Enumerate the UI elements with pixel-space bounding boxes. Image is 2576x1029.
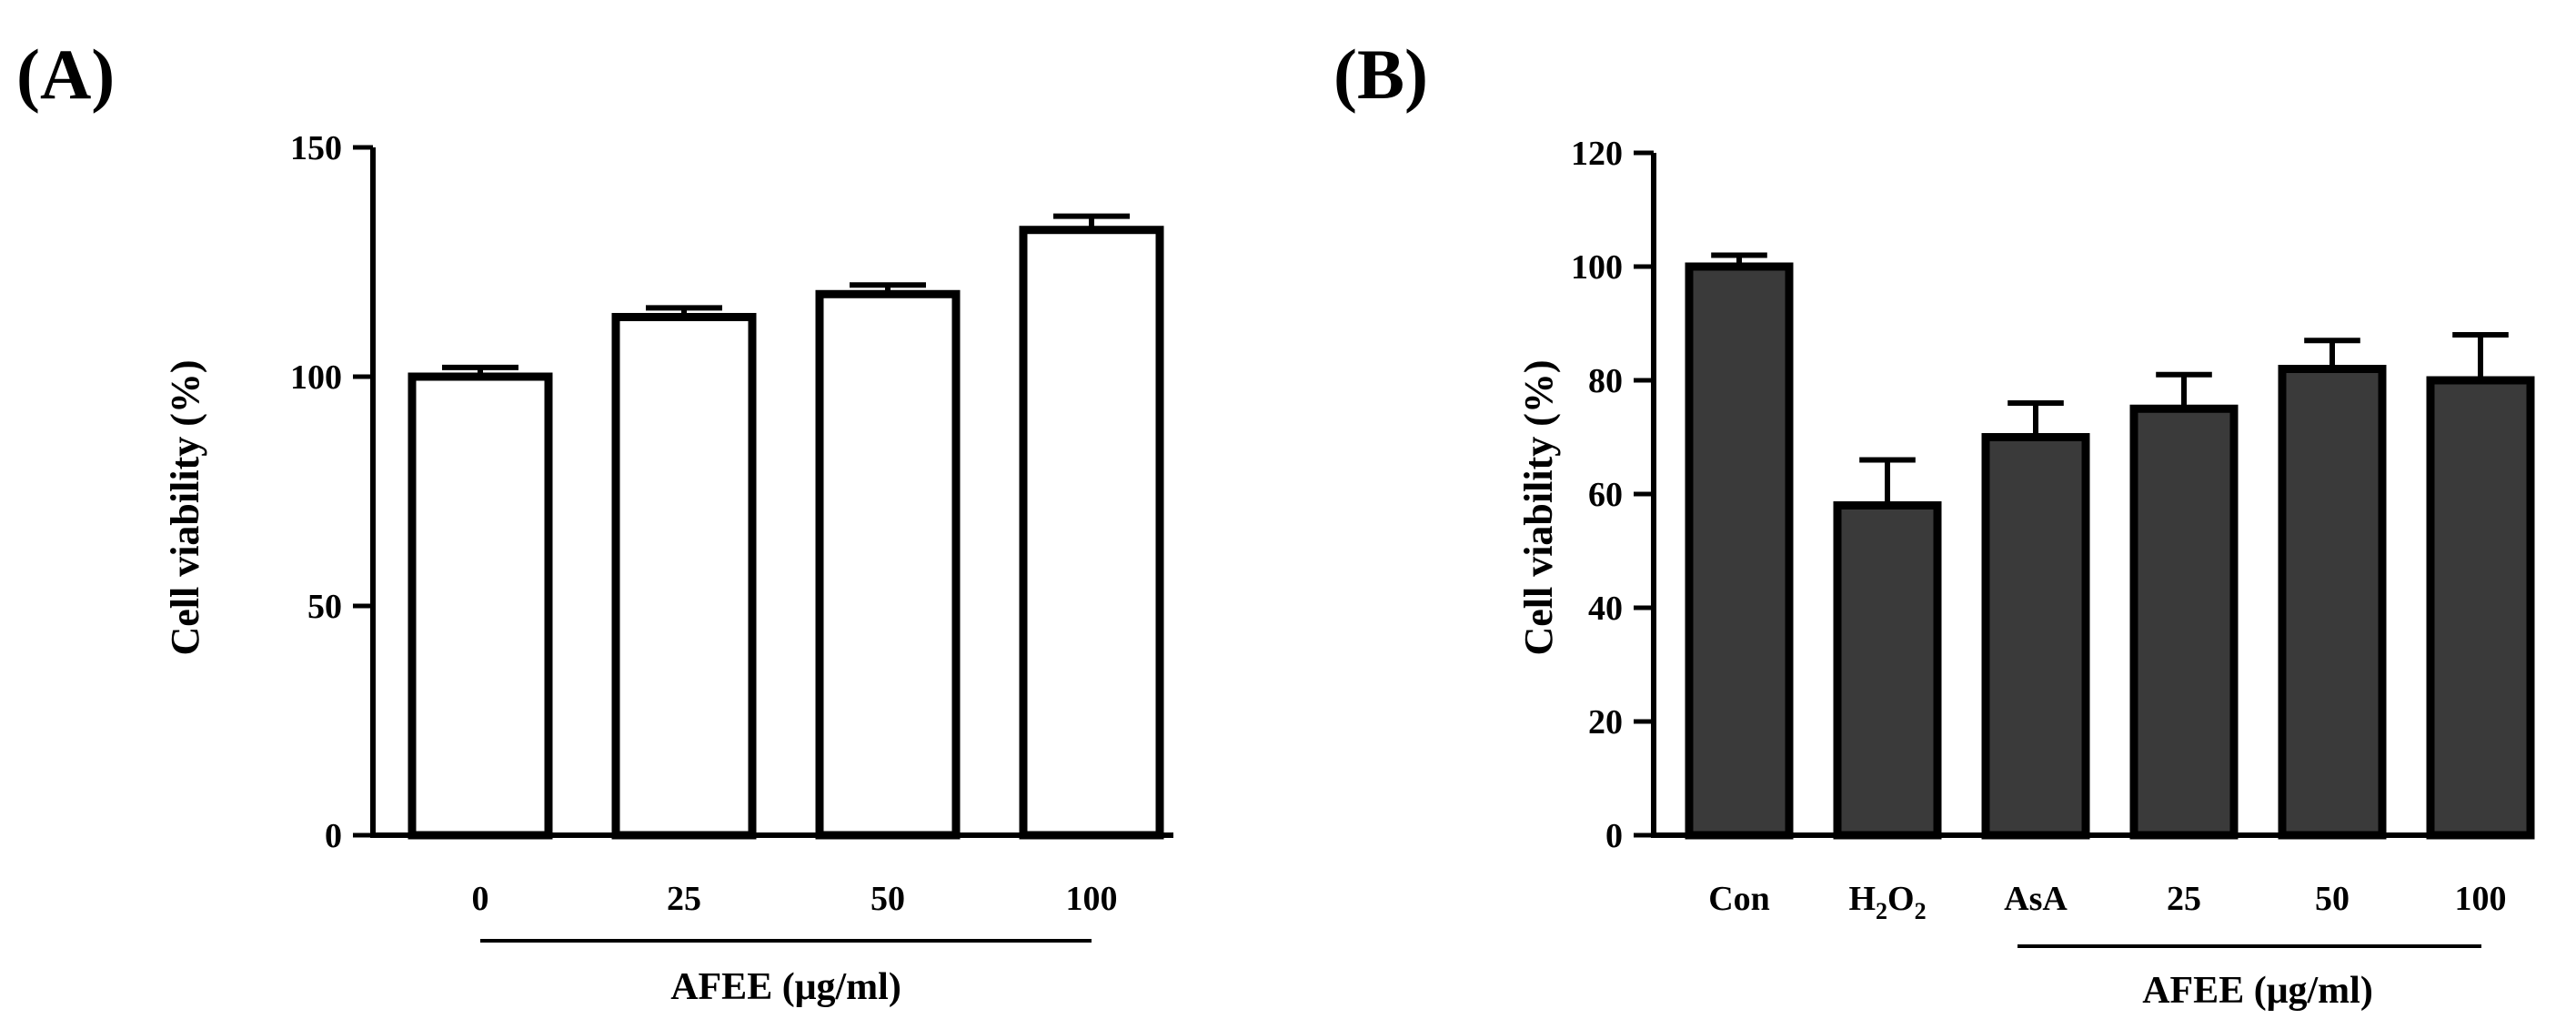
bar <box>2129 404 2239 840</box>
x-tick-label: 100 <box>2455 880 2507 918</box>
y-tick-label: 80 <box>1588 362 1623 400</box>
panel-b-bars <box>1685 252 2535 840</box>
x-tick-label: 100 <box>1066 880 1118 918</box>
x-tick-label: 50 <box>2315 880 2350 918</box>
bar <box>815 289 961 840</box>
bar <box>2278 365 2387 840</box>
y-tick-label: 20 <box>1588 703 1623 741</box>
y-tick-label: 150 <box>290 129 342 167</box>
panel-b-y-axis-title: Cell viability (%) <box>1516 359 1561 655</box>
x-tick-label: 50 <box>870 880 905 918</box>
y-tick-label: 60 <box>1588 476 1623 514</box>
x-tick-label: AsA <box>2004 880 2068 918</box>
bar <box>1981 433 2090 840</box>
x-tick-label: 0 <box>472 880 489 918</box>
panel-a-bars <box>408 213 1164 840</box>
y-tick-label: 40 <box>1588 590 1623 628</box>
bar <box>611 312 757 840</box>
panel-a-group-label: AFEE (μg/ml) <box>670 966 901 1008</box>
x-tick-label: 25 <box>667 880 701 918</box>
panel-a-label: (A) <box>16 35 115 114</box>
panel-a-x-ticks: 0 25 50 100 <box>472 880 1118 918</box>
bar <box>1019 226 1164 840</box>
panel-b-group-label: AFEE (μg/ml) <box>2142 970 2373 1012</box>
panel-a: (A) 0 50 100 150 0 25 50 100 Cell viability (%… <box>16 35 1173 1008</box>
bar <box>408 372 553 840</box>
y-tick-label: 50 <box>307 588 342 626</box>
bar <box>1833 501 1942 840</box>
panel-b-y-ticks: 0 20 40 60 80 100 120 <box>1571 135 1654 855</box>
panel-b-x-ticks: Con H2O2 AsA 25 50 100 <box>1708 880 2506 924</box>
bar <box>2426 376 2535 840</box>
panel-b: (B) 0 20 40 60 80 100 120 Con H2O2 AsA 25 50 100 Ce… <box>1333 35 2535 1012</box>
y-tick-label: 100 <box>290 358 342 397</box>
bar <box>1685 262 1794 840</box>
panel-a-y-ticks: 0 50 100 150 <box>290 129 373 855</box>
x-tick-label: H2O2 <box>1848 880 1926 924</box>
panel-b-label: (B) <box>1333 35 1428 114</box>
x-tick-label: Con <box>1708 880 1770 918</box>
panel-a-y-axis-title: Cell viability (%) <box>163 359 207 655</box>
y-tick-label: 100 <box>1571 248 1623 287</box>
x-tick-label: 25 <box>2167 880 2201 918</box>
y-tick-label: 0 <box>325 817 342 855</box>
y-tick-label: 0 <box>1605 817 1623 855</box>
y-tick-label: 120 <box>1571 135 1623 173</box>
